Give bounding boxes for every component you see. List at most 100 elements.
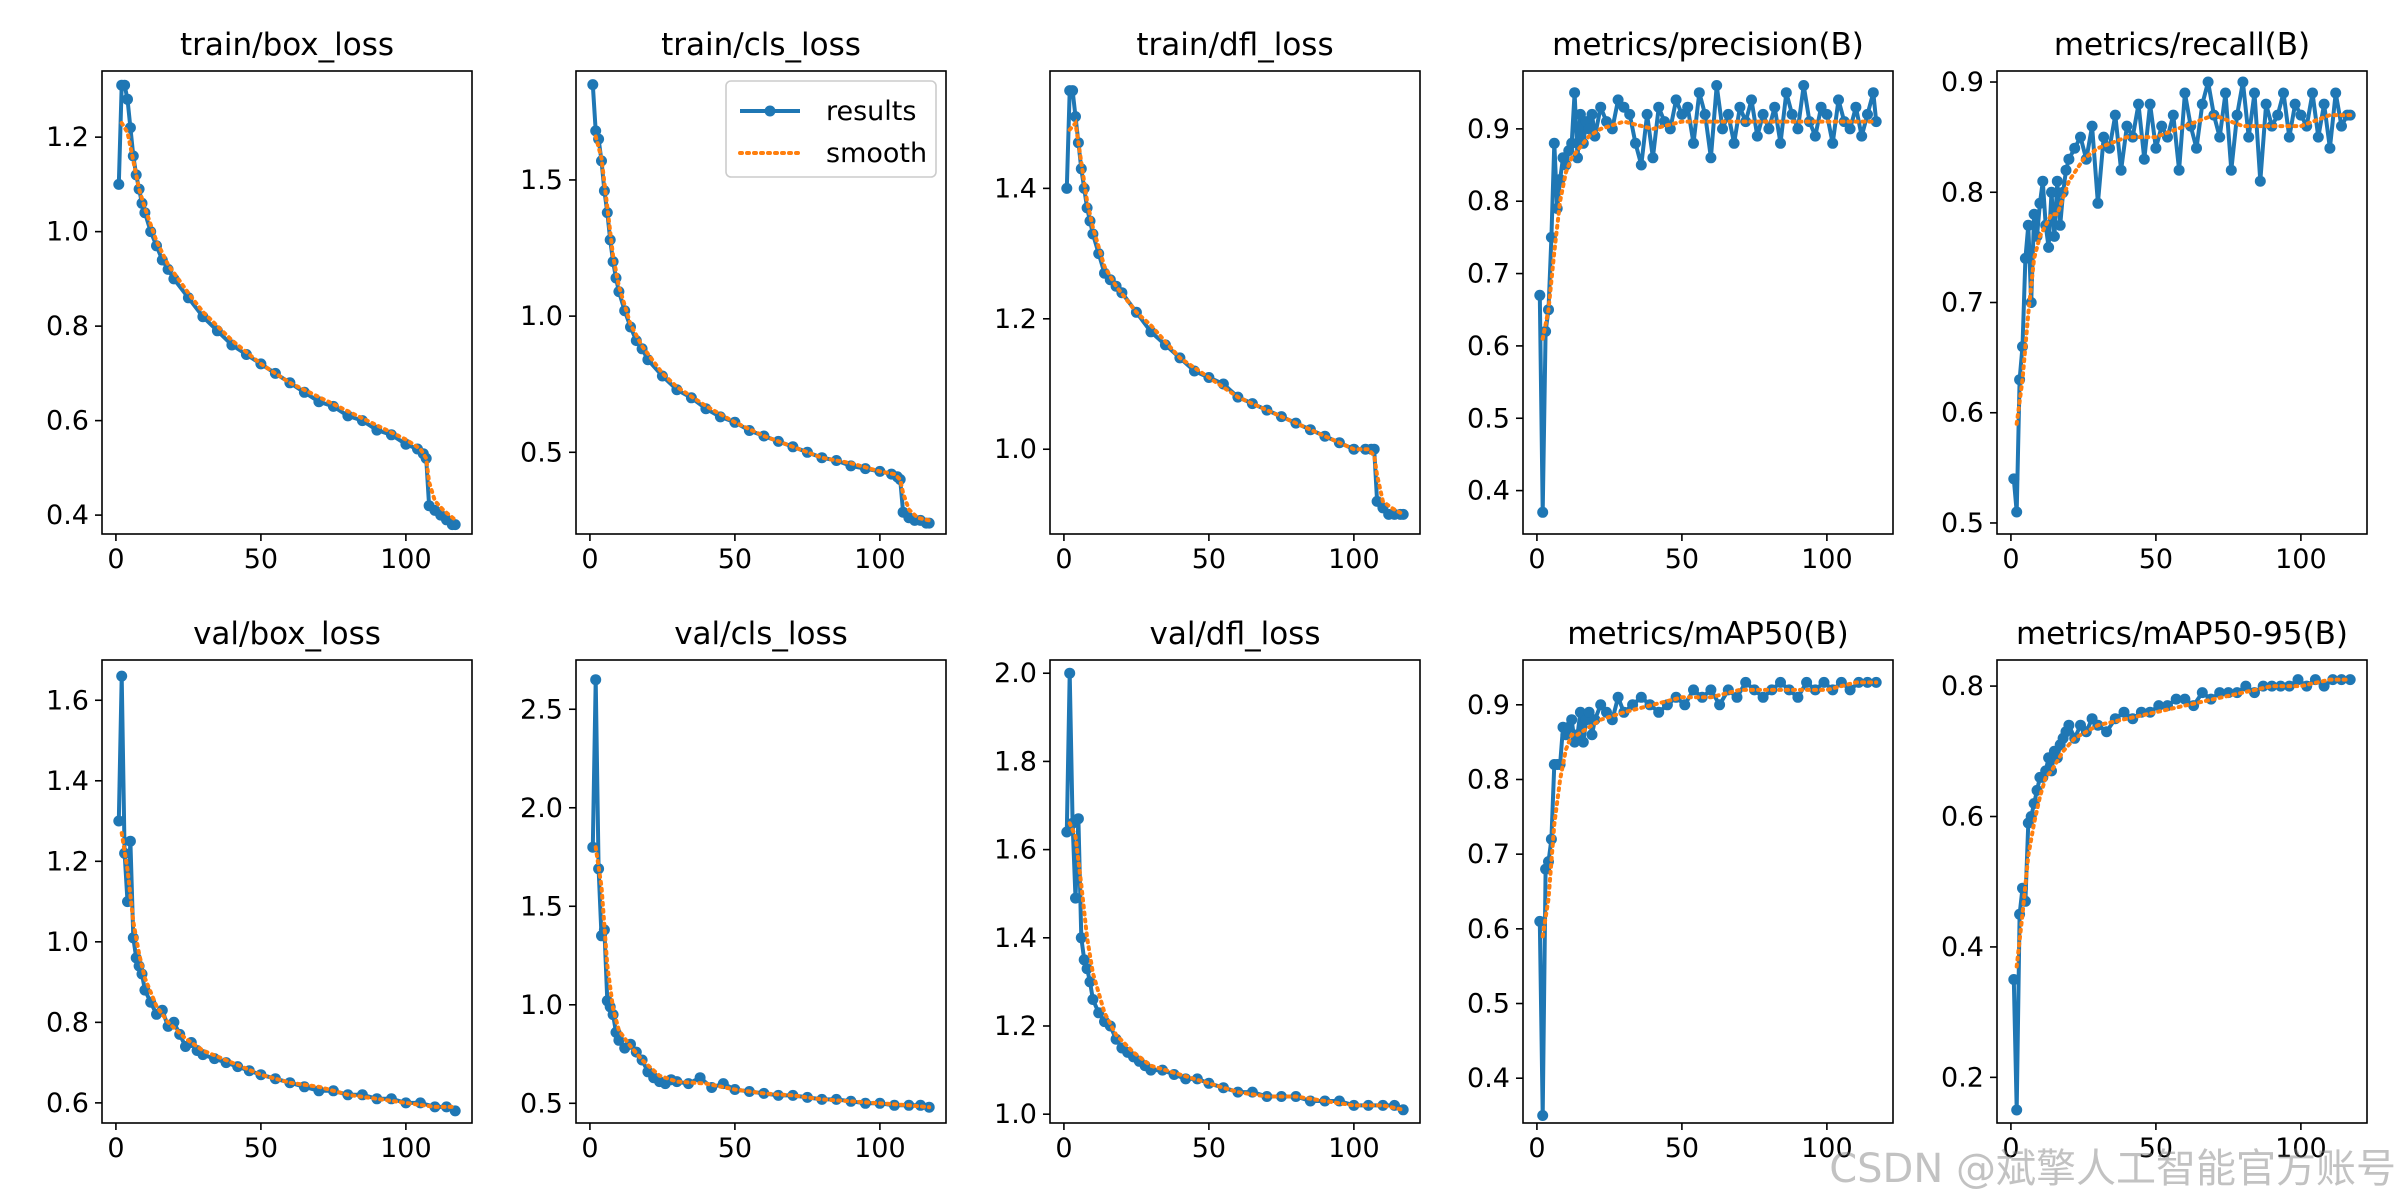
- results-point: [2162, 131, 2173, 143]
- subplot-data: [2008, 674, 2356, 1116]
- results-point: [1798, 80, 1810, 91]
- axes-frame: [101, 659, 473, 1124]
- results-point: [2237, 76, 2249, 88]
- results-point: [1801, 676, 1813, 688]
- y-tick-label: 0.7: [1467, 259, 1510, 290]
- results-point: [2133, 98, 2144, 110]
- results-point: [1780, 87, 1792, 99]
- x-tick-label: 100: [854, 1133, 906, 1164]
- results-point: [2191, 142, 2202, 154]
- subplot-data: [1534, 676, 1882, 1121]
- results-point: [1595, 699, 1607, 711]
- x-tick-label: 100: [1328, 544, 1380, 575]
- results-point: [2289, 98, 2301, 110]
- results-point: [2153, 700, 2165, 712]
- series-smooth-line: [1540, 119, 1879, 341]
- subplot-data: [587, 674, 935, 1113]
- y-tick-label: 0.4: [1941, 932, 1984, 963]
- results-point: [1548, 137, 1560, 149]
- results-point: [2240, 680, 2252, 692]
- results-point: [1084, 976, 1096, 988]
- results-point: [1699, 108, 1711, 120]
- results-point: [1740, 676, 1752, 688]
- subplot-title: metrics/recall(B): [2054, 27, 2310, 63]
- results-point: [2069, 142, 2081, 154]
- results-point: [1397, 1104, 1409, 1116]
- axes-frame: [1996, 659, 2368, 1124]
- axes-frame: [1996, 70, 2368, 535]
- results-point: [1693, 87, 1705, 99]
- results-point: [1809, 130, 1821, 142]
- subplot-metrics-recall-b: metrics/recall(B) 0 50 100 0.5 0.6 0.7 0.8 0.9: [1941, 27, 2368, 575]
- results-point: [2156, 120, 2168, 132]
- y-tick-label: 1.0: [520, 301, 563, 332]
- results-point: [1566, 714, 1578, 726]
- results-point: [2121, 120, 2133, 132]
- results-point: [590, 674, 602, 686]
- axes-frame: [1522, 659, 1894, 1124]
- y-tick-label: 0.7: [1941, 288, 1984, 319]
- axes-frame: [575, 70, 947, 535]
- results-point: [1569, 87, 1581, 99]
- subplot-data: [1061, 85, 1409, 520]
- results-point: [1061, 826, 1073, 838]
- y-tick-label: 0.6: [1941, 398, 1984, 429]
- x-tick-label: 100: [1328, 1133, 1380, 1164]
- results-point: [2272, 109, 2284, 121]
- results-point: [1775, 676, 1786, 688]
- series-smooth-line: [1067, 821, 1406, 1112]
- results-point: [1653, 101, 1665, 113]
- results-point: [2260, 98, 2272, 110]
- y-tick-label: 1.0: [994, 1099, 1037, 1130]
- results-point: [1537, 1110, 1549, 1121]
- results-point: [1688, 684, 1699, 696]
- results-point: [1746, 94, 1757, 106]
- y-tick-label: 1.2: [46, 122, 89, 153]
- subplot-title: metrics/mAP50(B): [1567, 616, 1848, 652]
- results-point: [2034, 197, 2046, 209]
- results-point: [1818, 676, 1830, 688]
- results-point: [1705, 152, 1717, 164]
- y-tick-label: 0.4: [1467, 476, 1510, 507]
- results-point: [1833, 94, 1844, 106]
- results-point: [1061, 182, 1073, 194]
- subplot-data: [113, 79, 461, 531]
- x-tick-label: 50: [1192, 544, 1226, 575]
- results-point: [1821, 108, 1833, 120]
- results-point: [1624, 108, 1636, 120]
- results-point: [1566, 137, 1578, 149]
- results-point: [1670, 94, 1682, 106]
- results-point: [1679, 699, 1691, 711]
- results-point: [1653, 706, 1665, 718]
- subplot-data: [1061, 667, 1409, 1116]
- results-point: [2022, 219, 2034, 231]
- y-tick-label: 0.8: [1941, 671, 1984, 702]
- results-point: [2243, 131, 2255, 143]
- axes-frame: [1522, 70, 1894, 535]
- results-point: [2008, 473, 2020, 485]
- results-point: [613, 1034, 625, 1046]
- x-tick-label: 0: [581, 544, 598, 575]
- results-point: [122, 93, 133, 105]
- results-point: [2075, 131, 2086, 143]
- y-tick-label: 1.2: [994, 304, 1037, 335]
- results-point: [1612, 691, 1624, 703]
- results-point: [2086, 120, 2098, 132]
- y-tick-label: 0.8: [46, 1007, 89, 1038]
- subplot-data: [587, 79, 935, 529]
- results-point: [2249, 87, 2260, 99]
- y-tick-label: 1.0: [520, 990, 563, 1021]
- results-point: [2019, 252, 2031, 264]
- results-point: [2179, 87, 2191, 99]
- series-smooth-line: [593, 845, 932, 1110]
- y-tick-label: 0.6: [1467, 914, 1510, 945]
- x-tick-label: 50: [718, 544, 752, 575]
- results-point: [1775, 137, 1786, 149]
- y-tick-label: 0.5: [520, 1088, 563, 1119]
- series-smooth-line: [1540, 680, 1879, 939]
- x-tick-label: 0: [107, 544, 124, 575]
- subplot-title: train/cls_loss: [661, 27, 861, 63]
- results-point: [1647, 152, 1659, 164]
- x-tick-label: 0: [2002, 544, 2019, 575]
